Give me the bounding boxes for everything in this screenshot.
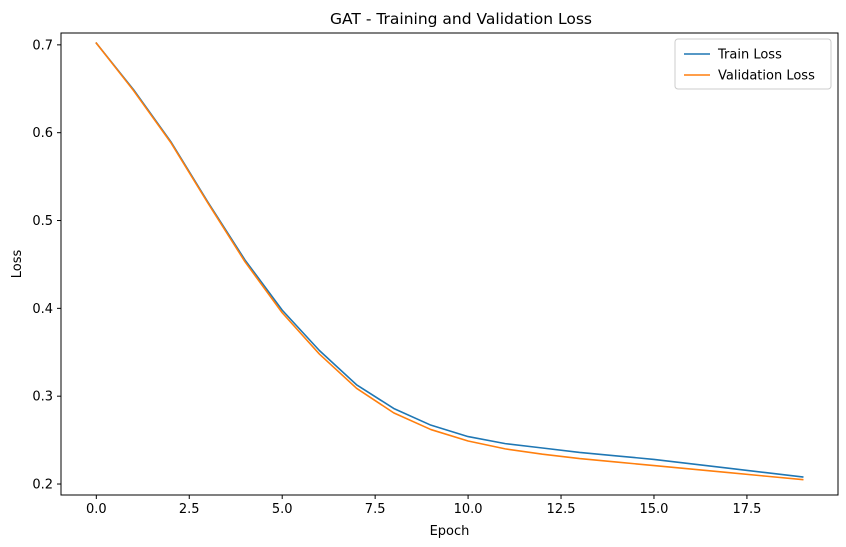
plot-area <box>61 33 846 495</box>
y-tick-label: 0.6 <box>32 126 53 141</box>
x-axis: 0.0 2.5 5.0 7.5 10.0 12.5 15.0 17.5 <box>86 495 761 517</box>
x-tick-label: 2.5 <box>179 502 200 517</box>
y-axis-label: Loss <box>10 250 25 279</box>
y-tick-label: 0.5 <box>32 214 53 229</box>
x-axis-label: Epoch <box>430 524 470 539</box>
y-tick-label: 0.2 <box>32 478 53 493</box>
x-tick-label: 12.5 <box>547 502 576 517</box>
legend-label: Train Loss <box>717 48 782 63</box>
y-tick-label: 0.4 <box>32 302 53 317</box>
y-tick-label: 0.7 <box>32 38 53 53</box>
x-tick-label: 15.0 <box>639 502 668 517</box>
y-axis: 0.2 0.3 0.4 0.5 0.6 0.7 <box>32 38 61 493</box>
y-tick-label: 0.3 <box>32 390 53 405</box>
x-tick-label: 0.0 <box>86 502 107 517</box>
x-tick-label: 5.0 <box>272 502 293 517</box>
plot-frame <box>60 32 839 496</box>
chart-title: GAT - Training and Validation Loss <box>330 10 592 28</box>
series-lines <box>95 41 804 481</box>
x-tick-label: 17.5 <box>732 502 761 517</box>
x-tick-label: 10.0 <box>454 502 483 517</box>
legend: Train Loss Validation Loss <box>674 38 832 90</box>
series-line-validation-loss <box>95 41 804 481</box>
legend-box <box>674 38 832 90</box>
legend-label: Validation Loss <box>718 69 815 84</box>
x-tick-label: 7.5 <box>365 502 386 517</box>
